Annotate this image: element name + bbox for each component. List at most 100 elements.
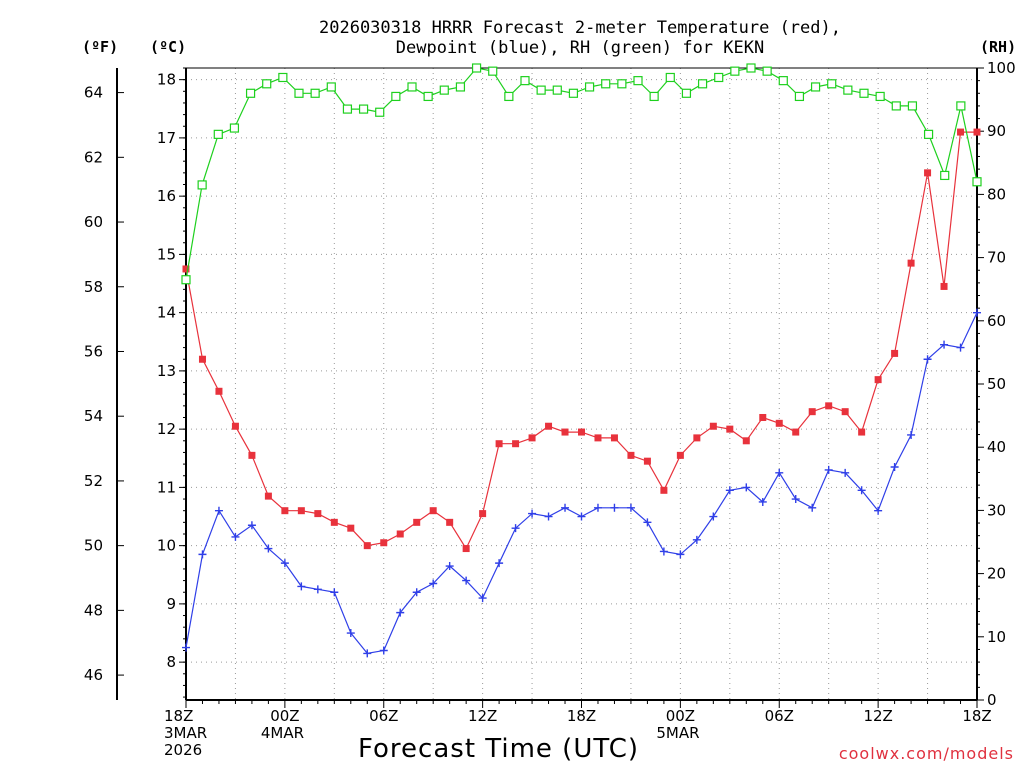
x-tick-label: 4MAR bbox=[261, 724, 304, 742]
temperature-point bbox=[643, 457, 651, 465]
rh-point bbox=[649, 91, 659, 102]
dewpoint-point bbox=[577, 512, 586, 521]
rh-point bbox=[843, 85, 853, 95]
temperature-point bbox=[792, 428, 800, 436]
rh-point bbox=[584, 82, 595, 92]
temperature-point bbox=[281, 507, 289, 515]
rh-unit-label: (RH) bbox=[980, 38, 1017, 56]
dewpoint-point bbox=[412, 588, 421, 597]
x-tick-label: 2026 bbox=[164, 741, 202, 759]
chart-title-line-1: 2026030318 HRRR Forecast 2-meter Tempera… bbox=[319, 18, 841, 38]
fahrenheit-tick-label: 58 bbox=[84, 278, 103, 296]
temperature-point bbox=[907, 259, 915, 267]
fahrenheit-tick-label: 48 bbox=[84, 601, 103, 619]
celsius-tick-label: 11 bbox=[157, 478, 176, 496]
temperature-point bbox=[940, 282, 948, 290]
dewpoint-point bbox=[775, 468, 784, 477]
dewpoint-point bbox=[264, 544, 273, 553]
rh-point bbox=[504, 91, 514, 102]
dewpoint-point bbox=[247, 521, 256, 530]
rh-tick-label: 20 bbox=[987, 565, 1006, 583]
x-tick-label: 12Z bbox=[863, 707, 892, 725]
rh-tick-label: 100 bbox=[987, 59, 1016, 77]
dewpoint-point bbox=[214, 506, 223, 515]
rh-point bbox=[568, 88, 579, 98]
x-tick-label: 00Z bbox=[666, 707, 695, 725]
rh-point bbox=[681, 88, 692, 98]
temperature-point bbox=[825, 402, 833, 410]
rh-point bbox=[181, 275, 191, 285]
rh-point bbox=[262, 79, 272, 89]
dewpoint-point bbox=[857, 486, 866, 495]
temperature-point bbox=[808, 408, 816, 416]
fahrenheit-unit-label: (ºF) bbox=[82, 38, 119, 56]
rh-point bbox=[245, 88, 256, 98]
dewpoint-point bbox=[330, 588, 339, 597]
rh-tick-label: 0 bbox=[987, 691, 997, 709]
fahrenheit-tick-label: 60 bbox=[84, 213, 103, 231]
temperature-point bbox=[957, 128, 965, 136]
temperature-point bbox=[479, 510, 487, 518]
fahrenheit-tick-label: 64 bbox=[84, 84, 103, 102]
rh-tick-label: 40 bbox=[987, 438, 1006, 456]
dewpoint-point bbox=[940, 340, 949, 349]
temperature-point bbox=[775, 419, 783, 427]
dewpoint-point bbox=[346, 629, 355, 638]
temperature-point bbox=[726, 425, 734, 433]
rh-tick-label: 10 bbox=[987, 628, 1006, 646]
dewpoint-point bbox=[231, 532, 240, 541]
temperature-point bbox=[545, 422, 553, 430]
temperature-point bbox=[594, 434, 602, 442]
dewpoint-point bbox=[659, 547, 668, 556]
rh-point bbox=[229, 123, 240, 133]
temperature-point bbox=[874, 376, 882, 384]
dewpoint-point bbox=[973, 308, 981, 317]
temperature-point bbox=[891, 349, 899, 357]
temperature-point bbox=[693, 434, 701, 442]
rh-point bbox=[859, 88, 869, 98]
rh-point bbox=[455, 82, 466, 92]
x-tick-label: 5MAR bbox=[656, 724, 699, 742]
celsius-tick-label: 16 bbox=[157, 187, 176, 205]
dewpoint-point bbox=[363, 649, 372, 658]
temperature-point bbox=[462, 545, 470, 553]
fahrenheit-tick-label: 54 bbox=[84, 407, 103, 425]
rh-point bbox=[197, 180, 207, 190]
temperature-point bbox=[528, 434, 536, 442]
dewpoint-point bbox=[528, 509, 537, 518]
temperature-point bbox=[198, 355, 206, 363]
celsius-tick-label: 15 bbox=[157, 245, 176, 263]
temperature-point bbox=[676, 451, 684, 459]
rh-point bbox=[714, 72, 724, 83]
rh-point bbox=[875, 91, 885, 102]
dewpoint-point bbox=[610, 503, 619, 512]
dewpoint-point bbox=[379, 646, 388, 655]
temperature-point bbox=[709, 422, 717, 430]
temperature-point bbox=[297, 507, 305, 515]
x-tick-label: 06Z bbox=[369, 707, 398, 725]
dewpoint-point bbox=[280, 559, 289, 568]
x-tick-label: 06Z bbox=[765, 707, 794, 725]
temperature-point bbox=[396, 530, 404, 538]
dewpoint-point bbox=[709, 512, 718, 521]
rh-tick-label: 80 bbox=[987, 185, 1006, 203]
rh-point bbox=[907, 101, 918, 111]
dewpoint-point bbox=[445, 562, 454, 571]
rh-point bbox=[697, 79, 708, 89]
series-dewpoint bbox=[182, 308, 981, 658]
temperature-point bbox=[561, 428, 569, 436]
series-temperature bbox=[182, 128, 981, 553]
temperature-point bbox=[380, 539, 388, 547]
dewpoint-point bbox=[396, 608, 405, 617]
rh-point bbox=[375, 107, 385, 117]
temperature-point bbox=[660, 486, 668, 494]
dewpoint-point bbox=[462, 576, 471, 585]
rh-point bbox=[391, 91, 401, 102]
temperature-point bbox=[858, 428, 866, 436]
chart-title-line-2: Dewpoint (blue), RH (green) for KEKN bbox=[395, 38, 765, 58]
rh-point bbox=[633, 76, 643, 86]
fahrenheit-tick-label: 62 bbox=[84, 148, 103, 166]
rh-point bbox=[278, 72, 288, 83]
fahrenheit-tick-label: 56 bbox=[84, 342, 103, 360]
